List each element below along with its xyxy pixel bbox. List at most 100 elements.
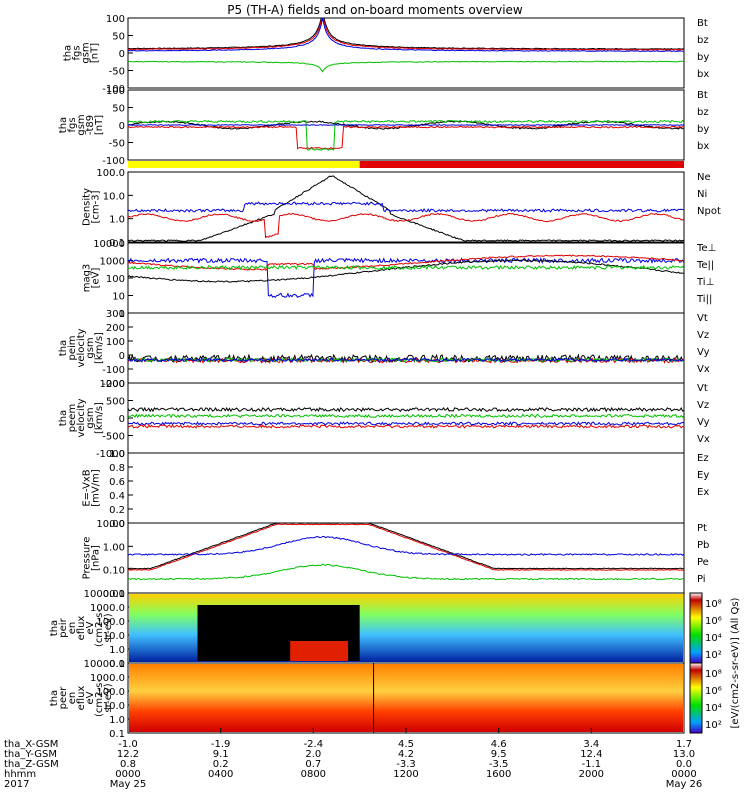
- series-te-perp: [127, 256, 685, 299]
- y-gsm-6: 13.0: [673, 749, 695, 760]
- y-tick-label-9-5: 0.1: [109, 659, 125, 670]
- colorbar-electron-tick-2: 10⁴: [705, 703, 722, 714]
- y-axis-label-6-2: velocity: [76, 398, 87, 437]
- x-gsm-2: -2.4: [304, 739, 324, 750]
- y-tick-label-2-4: -100: [102, 156, 125, 167]
- y-tick-label-6-2: 0: [119, 414, 125, 425]
- spectrogram-ion-hot: [290, 641, 349, 661]
- legend-1-3: bx: [697, 69, 709, 80]
- colorbar-electron-tick-1: 10⁶: [705, 686, 722, 697]
- y-tick-label-7-0: 1.0: [109, 449, 125, 460]
- y-axis-label-9-0: tha: [49, 620, 60, 636]
- colorbar-ion-tick-2: 10⁴: [705, 633, 722, 644]
- y-gsm-1: 9.1: [213, 749, 229, 760]
- y-tick-label-10-5: 0.1: [109, 729, 125, 740]
- y-tick-label-7-3: 0.4: [109, 491, 125, 502]
- hhmm-3: 1200: [393, 769, 418, 780]
- y-tick-label-4-4: 1: [119, 309, 125, 320]
- y-axis-label-10-2: en: [67, 692, 78, 705]
- series-ve-t: [127, 406, 685, 413]
- y-tick-label-3-2: 1.0: [109, 215, 125, 226]
- series-bx: [127, 17, 685, 53]
- series-ve-z: [127, 424, 685, 429]
- y-tick-label-7-5: 0.0: [109, 519, 125, 530]
- y-tick-label-7-2: 0.6: [109, 477, 125, 488]
- colorbar-electron-tick-0: 10⁸: [705, 669, 722, 680]
- colorbar-ion-tick-0: 10⁸: [705, 599, 722, 610]
- legend-2-2: by: [697, 124, 709, 135]
- z-gsm-1: 0.2: [213, 759, 229, 770]
- y-axis-label-10-5: (cm2-s-: [94, 679, 105, 717]
- series-ti-perp: [127, 254, 685, 271]
- panel-frame-5: [127, 312, 685, 384]
- y-axis-label-4-1: [eV]: [91, 268, 102, 289]
- series-ve-x: [127, 421, 685, 426]
- y-axis-label-10-3: eflux: [76, 686, 87, 711]
- panel-frame-6: [127, 382, 685, 454]
- legend-1-2: by: [697, 52, 709, 63]
- y-tick-label-3-3: 0.1: [109, 238, 125, 249]
- y-tick-label-2-1: 50: [112, 104, 125, 115]
- y-tick-label-1-0: 100: [106, 14, 125, 25]
- legend-3-2: Npot: [697, 206, 721, 217]
- series-ni: [127, 212, 685, 239]
- y-axis-label-2-3: -t89: [85, 115, 96, 135]
- colorbar-electron-tick-3: 10²: [705, 720, 722, 731]
- y-axis-label-6-3: gsm: [85, 407, 96, 428]
- y-gsm-5: 12.4: [580, 749, 602, 760]
- x-gsm-3: 4.5: [398, 739, 414, 750]
- legend-1-1: bz: [697, 35, 709, 46]
- y-axis-label-9-1: peir: [58, 617, 69, 637]
- series-pb: [127, 523, 685, 571]
- series-npot: [127, 201, 685, 213]
- legend-4-2: Ti⊥: [696, 277, 714, 288]
- y-axis-label-7-0: E=-VxB: [82, 469, 93, 506]
- legend-8-3: Pi: [697, 574, 706, 585]
- legend-3-1: Ni: [697, 189, 707, 200]
- y-tick-label-4-2: 100: [106, 274, 125, 285]
- z-gsm-0: 0.8: [120, 759, 136, 770]
- y-tick-label-5-1: 200: [106, 323, 125, 334]
- y-tick-label-9-1: 1000.0: [90, 603, 125, 614]
- y-axis-label-3-0: Density: [82, 188, 93, 226]
- y-axis-label-10-0: tha: [49, 690, 60, 706]
- y-tick-label-2-0: 100: [106, 86, 125, 97]
- y-tick-label-2-2: 0: [119, 121, 125, 132]
- y-axis-label-5-0: tha: [58, 340, 69, 356]
- y-axis-label-1-0: tha: [63, 45, 74, 61]
- legend-5-3: Vx: [697, 364, 710, 375]
- y-gsm-3: 4.2: [398, 749, 414, 760]
- z-gsm-3: -3.3: [396, 759, 416, 770]
- y-axis-label-8-0: Pressure: [82, 537, 93, 580]
- y-axis-label-9-6: sr-eV): [103, 613, 114, 642]
- y-tick-label-4-1: 1000: [100, 257, 125, 268]
- legend-6-2: Vy: [697, 417, 710, 428]
- date-0: May 25: [110, 779, 147, 790]
- y-tick-label-5-2: 100: [106, 337, 125, 348]
- z-gsm-6: 0.0: [676, 759, 692, 770]
- y-axis-label-1-3: [nT]: [90, 43, 101, 63]
- legend-5-0: Vt: [697, 313, 708, 324]
- y-tick-label-5-4: -100: [102, 365, 125, 376]
- x-gsm-5: 3.4: [583, 739, 599, 750]
- y-tick-label-10-1: 1000.0: [90, 673, 125, 684]
- y-tick-label-1-1: 50: [112, 32, 125, 43]
- legend-5-2: Vy: [697, 347, 710, 358]
- legend-5-1: Vz: [697, 330, 709, 341]
- y-tick-label-5-5: -200: [102, 379, 125, 390]
- y-gsm-4: 9.5: [491, 749, 507, 760]
- y-axis-label-9-4: eV: [85, 621, 96, 634]
- region-bar-1: [359, 161, 684, 168]
- series-vi-x: [127, 357, 684, 363]
- panel-frame-7: [127, 452, 685, 524]
- panel-frame-1: [127, 17, 685, 89]
- y-tick-label-5-3: 0: [119, 351, 125, 362]
- legend-3-0: Ne: [697, 172, 711, 183]
- y-tick-label-10-3: 10.0: [103, 701, 125, 712]
- y-tick-label-10-4: 1.0: [109, 715, 125, 726]
- y-tick-label-9-2: 100.0: [96, 617, 125, 628]
- legend-1-0: Bt: [697, 18, 708, 29]
- y-tick-label-6-0: 1000: [100, 379, 125, 390]
- y-tick-label-6-1: 500: [106, 397, 125, 408]
